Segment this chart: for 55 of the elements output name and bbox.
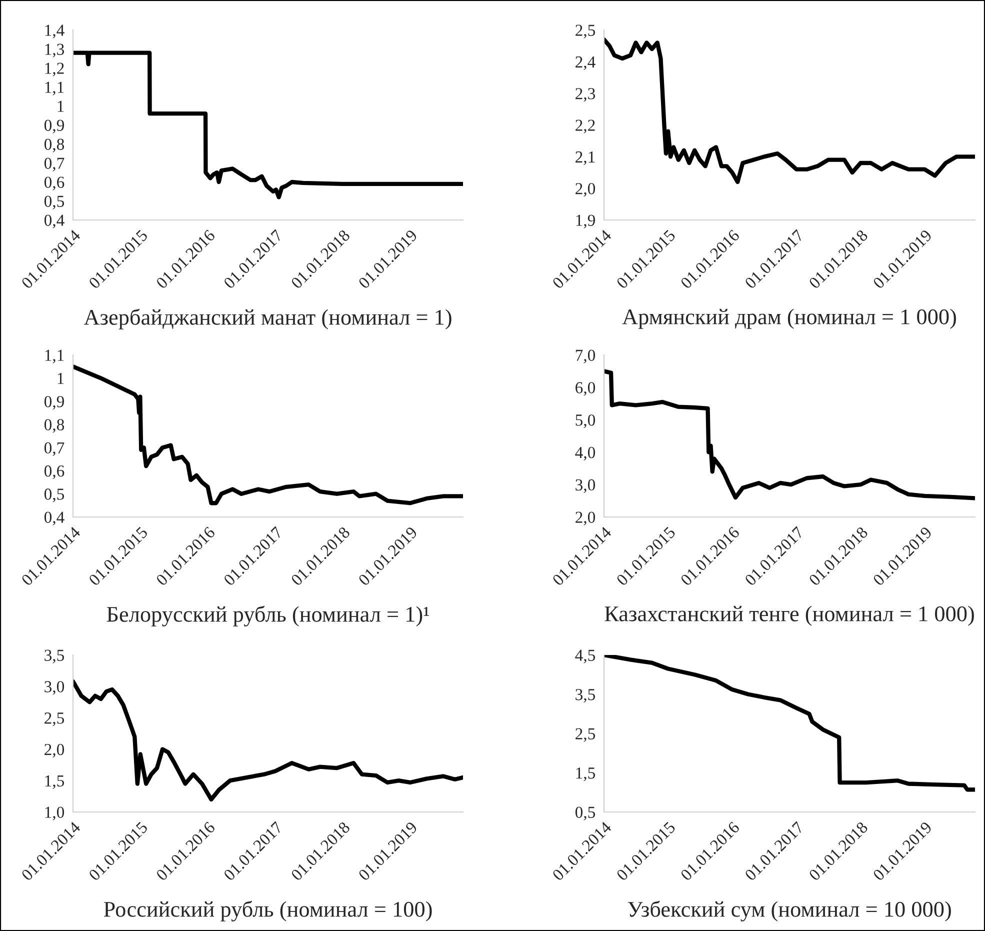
line-series — [604, 655, 975, 792]
y-tick-label: 0,4 — [44, 214, 64, 228]
y-tick-label: 0,7 — [44, 158, 64, 172]
line-series — [73, 364, 463, 506]
y-tick-label: 3,5 — [576, 688, 596, 703]
y-tick-label: 0,5 — [44, 488, 64, 502]
x-axis-title: Казахстанский тенге (номинал = 1 000) — [604, 606, 974, 626]
y-tick-label: 5,0 — [576, 414, 596, 428]
y-tick-label: 0,4 — [44, 512, 64, 526]
y-tick-label: 4,5 — [575, 650, 596, 664]
y-tick-label: 0,9 — [44, 120, 64, 134]
y-tick-label: 0,7 — [44, 442, 64, 456]
y-tick-label: 3,0 — [44, 681, 64, 695]
y-tick-label: 1,1 — [45, 350, 64, 364]
y-tick-label: 1,1 — [45, 82, 64, 96]
y-tick-label: 1,9 — [576, 214, 595, 228]
x-axis-title: Российский рубль (номинал = 100) — [104, 900, 432, 922]
y-tick-label: 6,0 — [576, 382, 596, 396]
y-tick-label: 1,5 — [576, 768, 596, 782]
y-tick-label: 1 — [58, 100, 64, 112]
y-tick-label: 2,5 — [576, 728, 596, 742]
y-tick-label: 1,3 — [45, 44, 64, 58]
y-tick-label: 2,0 — [576, 183, 596, 197]
line-series — [73, 50, 463, 200]
y-tick-label: 0,5 — [44, 196, 64, 210]
line-series — [604, 37, 975, 184]
y-tick-label: 2,5 — [44, 712, 64, 726]
y-tick-label: 2,3 — [576, 88, 596, 102]
line-series — [73, 679, 463, 802]
y-tick-label: 0,6 — [44, 176, 64, 190]
y-tick-label: 7,0 — [576, 350, 596, 364]
y-tick-label: 0,8 — [44, 419, 64, 433]
line-series — [604, 369, 975, 500]
y-tick-label: 1 — [58, 372, 64, 384]
x-axis-title: Белорусский рубль (номинал = 1)¹ — [106, 606, 429, 626]
x-axis-title: Азербайджанский манат (номинал = 1) — [84, 308, 452, 330]
x-axis-title: Узбекский сум (номинал = 10 000) — [628, 900, 951, 922]
y-tick-label: 2,5 — [576, 24, 596, 38]
y-tick-label: 1,5 — [45, 775, 64, 789]
y-tick-label: 0,6 — [44, 465, 64, 480]
y-tick-label: 1,2 — [45, 62, 64, 76]
y-tick-label: 3,0 — [576, 479, 596, 493]
x-axis-title: Армянский драм (номинал = 1 000) — [622, 308, 956, 329]
y-tick-label: 4,0 — [575, 446, 596, 461]
y-tick-label: 3,5 — [44, 650, 64, 664]
y-tick-label: 2,1 — [576, 151, 595, 166]
y-tick-label: 0,9 — [44, 396, 64, 410]
y-tick-label: 2,0 — [44, 744, 64, 758]
y-tick-label: 2,0 — [576, 512, 596, 526]
y-tick-label: 2,4 — [576, 56, 596, 70]
y-tick-label: 0,5 — [575, 806, 596, 820]
y-tick-label: 0,8 — [44, 138, 64, 152]
y-tick-label: 1,0 — [45, 806, 64, 820]
y-tick-label: 2,2 — [576, 120, 595, 134]
y-tick-label: 1,4 — [45, 24, 64, 38]
